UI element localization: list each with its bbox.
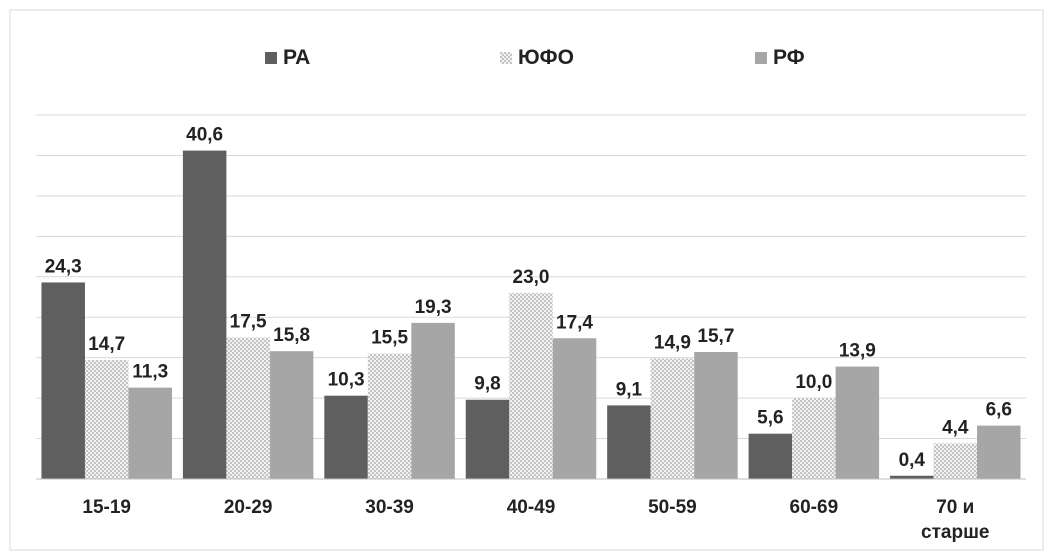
bar-РФ-60-69 [835, 366, 880, 479]
data-label: 14,7 [88, 334, 125, 355]
bar-РФ-70 и старше [977, 425, 1021, 479]
legend-label-ra: РА [283, 46, 311, 69]
data-label: 5,6 [757, 408, 783, 429]
legend-swatch-yufo [500, 52, 512, 64]
legend-swatch-ra [265, 52, 277, 64]
bar-РФ-15-19 [128, 387, 172, 479]
x-tick-label: 30-39 [365, 497, 414, 518]
bar-РФ-50-59 [694, 352, 738, 479]
x-tick-label: 70 и старше [921, 497, 989, 543]
legend-label-yufo: ЮФО [518, 46, 574, 69]
x-tick-label: 50-59 [648, 497, 697, 518]
data-label: 9,8 [474, 374, 500, 395]
bar-РФ-30-39 [411, 322, 455, 479]
x-tick-label: 40-49 [507, 497, 556, 518]
bar-РА-15-19 [41, 282, 85, 479]
bar-ЮФО-70 и старше [933, 443, 978, 479]
x-axis-labels-group: 15-19 20-29 30-39 40-49 50-59 60-69 70 и старше [82, 497, 989, 543]
data-label: 15,7 [697, 326, 734, 347]
bar-РФ-20-29 [269, 351, 314, 479]
data-label: 13,9 [839, 341, 876, 362]
chart-border [9, 9, 1044, 551]
legend-item-rf: РФ [755, 44, 805, 72]
x-tick-label: 20-29 [224, 497, 273, 518]
data-label: 14,9 [654, 332, 691, 353]
bar-ЮФО-60-69 [792, 398, 836, 479]
data-label: 6,6 [986, 400, 1012, 421]
x-tick-label: 60-69 [790, 497, 839, 518]
x-tick-label: 15-19 [82, 497, 131, 518]
bar-ЮФО-15-19 [84, 360, 129, 479]
bar-РФ-40-49 [552, 338, 597, 479]
legend-label-rf: РФ [773, 46, 805, 69]
data-label: 15,8 [273, 325, 310, 346]
bar-ЮФО-50-59 [650, 358, 695, 479]
data-label: 17,4 [556, 312, 593, 333]
data-label: 0,4 [899, 450, 926, 471]
legend-item-ra: РА [265, 44, 310, 72]
data-labels-group: 24,3 14,7 11,3 40,6 17,5 15,8 10,3 15,5 19,3 9,8 2… [45, 125, 1012, 471]
bar-РА-20-29 [182, 150, 227, 479]
bar-РА-30-39 [324, 395, 368, 479]
data-label: 24,3 [45, 256, 82, 277]
data-label: 10,3 [328, 370, 365, 391]
legend-swatch-rf [755, 52, 767, 64]
data-label: 11,3 [132, 362, 168, 383]
data-label: 40,6 [186, 125, 223, 146]
bar-РА-40-49 [465, 399, 510, 479]
legend-item-yufo: ЮФО [500, 44, 574, 72]
legend: РА ЮФО РФ [0, 44, 1053, 74]
bar-РА-50-59 [607, 405, 651, 479]
data-label: 4,4 [942, 417, 969, 438]
bar-РА-60-69 [748, 433, 793, 479]
data-label: 9,1 [616, 379, 643, 400]
bars-group [41, 150, 1021, 479]
bar-ЮФО-40-49 [509, 292, 553, 479]
bar-ЮФО-30-39 [367, 353, 412, 479]
bar-РА-70 и старше [890, 475, 934, 479]
data-label: 23,0 [513, 267, 550, 288]
bar-ЮФО-20-29 [226, 337, 270, 479]
data-label: 10,0 [795, 372, 832, 393]
data-label: 19,3 [415, 297, 452, 318]
data-label: 15,5 [371, 328, 408, 349]
data-label: 17,5 [230, 311, 267, 332]
